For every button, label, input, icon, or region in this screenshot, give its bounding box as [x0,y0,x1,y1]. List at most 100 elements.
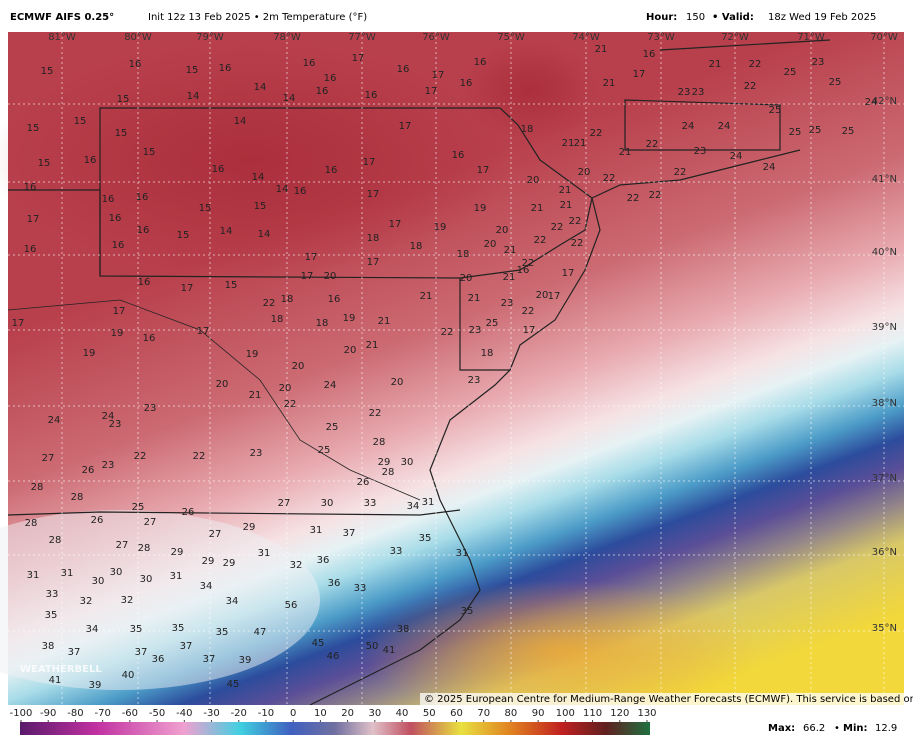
station-temperature: 37 [343,528,356,539]
station-temperature: 20 [279,383,292,394]
station-temperature: 25 [132,502,145,513]
station-temperature: 32 [121,595,134,606]
colorbar-tick-label: -70 [94,708,110,719]
station-temperature: 16 [137,225,150,236]
colorbar-tick-label: 0 [290,708,296,719]
station-temperature: 31 [27,570,40,581]
station-temperature: 50 [366,641,379,652]
station-temperature: 35 [130,624,143,635]
station-temperature: 16 [325,165,338,176]
station-temperature: 26 [82,465,95,476]
separator: • [834,723,840,734]
station-temperature: 21 [619,147,632,158]
station-temperature: 29 [243,522,256,533]
station-temperature: 27 [116,540,129,551]
station-temperature: 41 [49,675,62,686]
station-temperature: 31 [61,568,74,579]
station-temperature: 17 [562,268,575,279]
station-temperature: 33 [390,546,403,557]
station-temperature: 16 [129,59,142,70]
station-temperature: 16 [212,164,225,175]
station-temperature: 15 [199,203,212,214]
station-temperature: 16 [324,73,337,84]
station-temperature: 20 [391,377,404,388]
station-temperature: 45 [312,638,325,649]
station-temperature: 22 [284,399,297,410]
colorbar-tick-label: 110 [583,708,602,719]
station-temperature: 21 [531,203,544,214]
station-temperature: 22 [590,128,603,139]
station-temperature: 24 [102,411,115,422]
station-temperature: 21 [562,138,575,149]
station-temperature: 17 [301,271,314,282]
station-temperature: 16 [136,192,149,203]
colorbar-tick-label: -20 [231,708,247,719]
station-temperature: 22 [534,235,547,246]
station-temperature: 16 [474,57,487,68]
station-temperature: 17 [432,70,445,81]
station-temperature: 35 [45,610,58,621]
valid-label: • Valid: [712,12,754,23]
station-temperature: 14 [283,93,296,104]
colorbar-tick-label: -30 [203,708,219,719]
station-temperature: 16 [460,78,473,89]
station-temperature: 15 [41,66,54,77]
station-temperature: 23 [102,460,115,471]
station-temperature: 33 [354,583,367,594]
station-temperature: 27 [209,529,222,540]
station-temperature: 17 [352,53,365,64]
longitude-label: 80°W [124,32,152,43]
station-temperature: 56 [285,600,298,611]
station-temperature: 22 [551,222,564,233]
station-temperature: 34 [200,581,213,592]
station-temperature: 17 [181,283,194,294]
station-temperature: 16 [24,244,37,255]
latitude-label: 37°N [872,473,897,484]
colorbar-tick-label: 70 [477,708,490,719]
station-temperature: 20 [484,239,497,250]
station-temperature: 22 [134,451,147,462]
station-temperature: 21 [595,44,608,55]
longitude-label: 74°W [572,32,600,43]
station-temperature: 17 [425,86,438,97]
station-temperature: 21 [420,291,433,302]
station-temperature: 21 [559,185,572,196]
station-temperature: 16 [452,150,465,161]
station-temperature: 25 [318,445,331,456]
station-temperature: 28 [25,518,38,529]
longitude-label: 78°W [273,32,301,43]
station-temperature: 25 [789,127,802,138]
station-temperature: 28 [138,543,151,554]
station-temperature: 25 [842,126,855,137]
station-temperature: 40 [122,670,135,681]
longitude-label: 72°W [721,32,749,43]
init-label: Init 12z 13 Feb 2025 • 2m Temperature (°… [148,12,367,23]
station-temperature: 31 [258,548,271,559]
colorbar-tick-label: 40 [396,708,409,719]
station-temperature: 29 [378,457,391,468]
station-temperature: 37 [68,647,81,658]
station-temperature: 47 [254,627,267,638]
model-name: ECMWF AIFS 0.25° [10,12,114,23]
station-temperature: 20 [536,290,549,301]
station-temperature: 33 [46,589,59,600]
station-temperature: 23 [469,325,482,336]
station-temperature: 16 [365,90,378,101]
station-temperature: 21 [603,78,616,89]
station-temperature: 28 [382,467,395,478]
station-temperature: 35 [461,606,474,617]
credit: © 2025 European Centre for Medium-Range … [424,694,913,705]
station-temperature: 19 [246,349,259,360]
station-temperature: 31 [422,497,435,508]
station-temperature: 23 [468,375,481,386]
station-temperature: 21 [504,245,517,256]
station-temperature: 24 [730,151,743,162]
station-temperature: 16 [84,155,97,166]
station-temperature: 22 [441,327,454,338]
station-temperature: 16 [316,86,329,97]
station-temperature: 22 [193,451,206,462]
station-temperature: 20 [496,225,509,236]
graticule [8,32,904,705]
station-temperature: 18 [410,241,423,252]
station-temperature: 26 [357,477,370,488]
